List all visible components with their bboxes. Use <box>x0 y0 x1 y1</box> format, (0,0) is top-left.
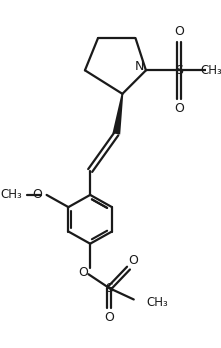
Text: CH₃: CH₃ <box>200 64 221 77</box>
Text: N: N <box>135 60 145 73</box>
Text: O: O <box>128 254 138 267</box>
Text: CH₃: CH₃ <box>0 188 22 201</box>
Text: O: O <box>174 25 184 38</box>
Text: O: O <box>174 102 184 115</box>
Text: O: O <box>78 266 88 279</box>
Text: O: O <box>104 311 114 324</box>
Text: S: S <box>175 64 183 77</box>
Text: O: O <box>32 188 42 201</box>
Polygon shape <box>112 94 123 135</box>
Text: S: S <box>105 282 113 295</box>
Text: CH₃: CH₃ <box>146 296 168 309</box>
